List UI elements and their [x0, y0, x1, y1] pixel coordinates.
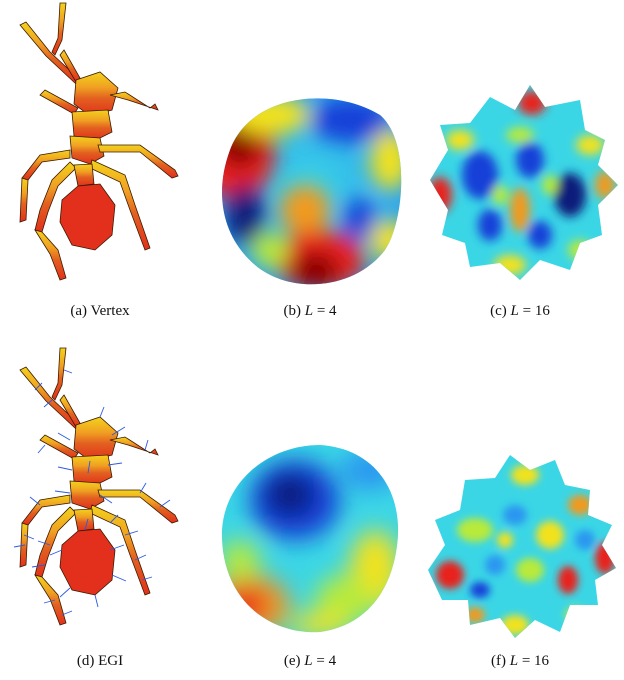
panel-d-ant-egi [0, 345, 200, 635]
caption-d-text: EGI [98, 653, 124, 669]
caption-a-text: Vertex [90, 303, 130, 319]
caption-f-eq: = [521, 653, 531, 669]
caption-e-var: L [304, 653, 313, 669]
ant-vertex-illustration [19, 2, 179, 281]
normal-vectors [13, 369, 171, 616]
caption-c: (c) L = 16 [425, 303, 615, 320]
caption-f: (f) L = 16 [425, 653, 615, 670]
panel-b-sphere-l4 [210, 90, 410, 290]
caption-f-label: (f) [490, 653, 506, 669]
caption-b-val: 4 [329, 303, 337, 319]
caption-c-label: (c) [490, 303, 507, 319]
caption-e-label: (e) [283, 653, 301, 669]
caption-e-val: 4 [328, 653, 337, 669]
panel-a-ant-vertex [0, 0, 200, 290]
caption-f-var: L [509, 653, 519, 669]
harmonic-sphere-vertex-l4 [222, 98, 402, 285]
caption-e-eq: = [316, 653, 325, 669]
caption-b-eq: = [316, 303, 326, 319]
caption-c-var: L [510, 303, 519, 319]
harmonic-sphere-egi-l4 [221, 445, 399, 633]
harmonic-sphere-egi-l16 [428, 455, 616, 638]
panel-e-sphere-l4 [210, 440, 410, 640]
caption-b-label: (b) [283, 303, 301, 319]
harmonic-sphere-vertex-l16 [430, 85, 618, 280]
caption-d: (d) EGI [5, 653, 195, 670]
panel-c-sphere-l16 [420, 85, 620, 285]
caption-a-label: (a) [70, 303, 87, 319]
panel-f-sphere-l16 [420, 440, 620, 640]
caption-c-val: 16 [534, 303, 550, 319]
caption-e: (e) L = 4 [215, 653, 405, 670]
caption-f-val: 16 [534, 653, 550, 669]
caption-c-eq: = [522, 303, 532, 319]
caption-d-label: (d) [76, 653, 95, 669]
ant-egi-illustration [13, 347, 179, 626]
caption-a: (a) Vertex [5, 303, 195, 320]
caption-b: (b) L = 4 [215, 303, 405, 320]
caption-b-var: L [304, 303, 314, 319]
